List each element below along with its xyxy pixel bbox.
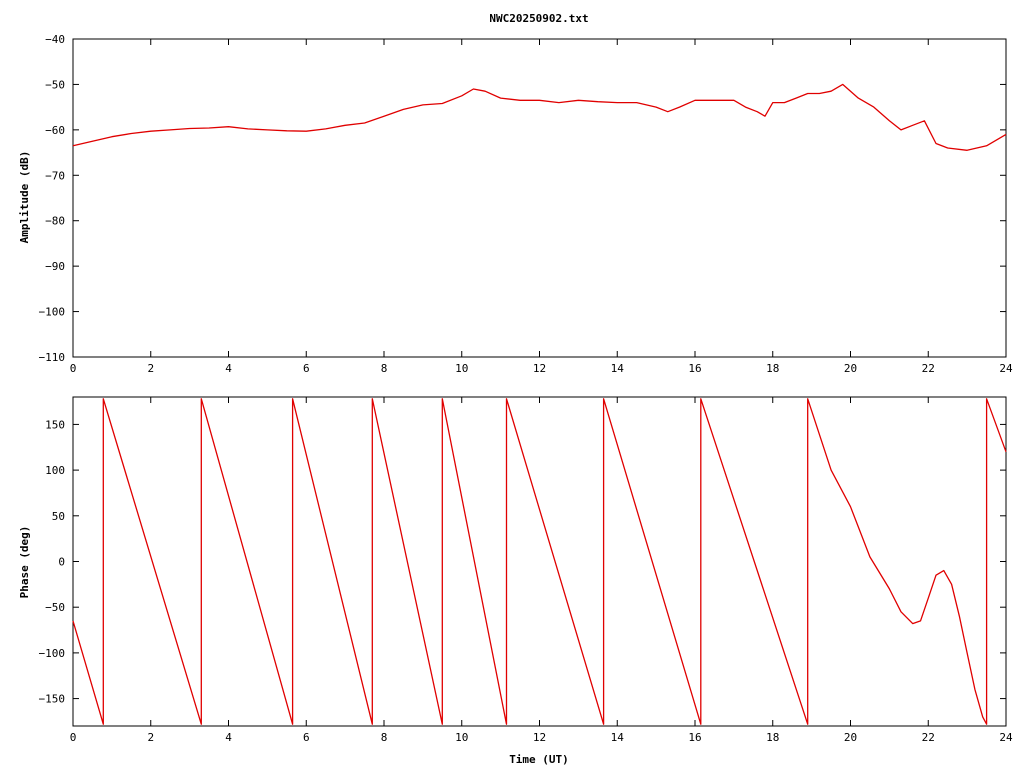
phase-y-tick-label: 50 xyxy=(52,510,65,523)
plot-title: NWC20250902.txt xyxy=(489,12,588,25)
amplitude-x-tick-label: 0 xyxy=(70,362,77,375)
amplitude-x-tick-label: 2 xyxy=(147,362,154,375)
amplitude-y-tick-label: −90 xyxy=(45,260,65,273)
phase-y-tick-label: 150 xyxy=(45,418,65,431)
amplitude-y-tick-label: −60 xyxy=(45,124,65,137)
amplitude-x-tick-label: 22 xyxy=(922,362,935,375)
amplitude-x-tick-label: 14 xyxy=(611,362,625,375)
amplitude-x-tick-label: 8 xyxy=(381,362,388,375)
amplitude-x-tick-label: 16 xyxy=(688,362,701,375)
amplitude-y-tick-label: −80 xyxy=(45,215,65,228)
amplitude-y-tick-label: −70 xyxy=(45,169,65,182)
amplitude-y-tick-label: −40 xyxy=(45,33,65,46)
phase-x-tick-label: 20 xyxy=(844,731,857,744)
phase-x-tick-label: 18 xyxy=(766,731,779,744)
phase-x-tick-label: 4 xyxy=(225,731,232,744)
amplitude-series-line xyxy=(72,83,1007,151)
phase-series-line xyxy=(72,398,1007,725)
phase-y-tick-label: −50 xyxy=(45,601,65,614)
amplitude-y-tick-label: −100 xyxy=(39,306,66,319)
amplitude-x-tick-label: 20 xyxy=(844,362,857,375)
amplitude-y-tick-label: −50 xyxy=(45,78,65,91)
phase-y-axis-label: Phase (deg) xyxy=(18,526,31,599)
phase-x-tick-label: 22 xyxy=(922,731,935,744)
phase-x-tick-label: 8 xyxy=(381,731,388,744)
amplitude-x-tick-label: 18 xyxy=(766,362,779,375)
phase-x-tick-label: 24 xyxy=(999,731,1013,744)
amplitude-x-tick-label: 12 xyxy=(533,362,546,375)
amplitude-y-tick-label: −110 xyxy=(39,351,66,364)
phase-x-tick-label: 14 xyxy=(611,731,625,744)
phase-y-tick-label: 0 xyxy=(58,556,65,569)
amplitude-x-tick-label: 4 xyxy=(225,362,232,375)
time-x-axis-label: Time (UT) xyxy=(509,753,569,766)
phase-x-tick-label: 16 xyxy=(688,731,701,744)
phase-y-tick-label: 100 xyxy=(45,464,65,477)
amplitude-x-tick-label: 6 xyxy=(303,362,310,375)
amplitude-y-axis-label: Amplitude (dB) xyxy=(18,151,31,244)
phase-x-tick-label: 0 xyxy=(70,731,77,744)
amplitude-x-tick-label: 10 xyxy=(455,362,468,375)
amplitude-panel: 0 2 4 6 8 10 12 14 16 18 20 22 24−110−100−90−80−70−6… xyxy=(39,33,1013,375)
phase-x-tick-label: 2 xyxy=(147,731,154,744)
phase-x-tick-label: 12 xyxy=(533,731,546,744)
amplitude-x-tick-label: 24 xyxy=(999,362,1013,375)
phase-y-tick-label: −100 xyxy=(39,647,66,660)
phase-plot-frame xyxy=(72,396,1007,727)
phase-panel: 0 2 4 6 8 10 12 14 16 18 20 22 24−150−100−5005010015… xyxy=(39,396,1013,744)
amplitude-plot-frame xyxy=(72,38,1007,358)
phase-x-tick-label: 10 xyxy=(455,731,468,744)
phase-x-tick-label: 6 xyxy=(303,731,310,744)
phase-y-tick-label: −150 xyxy=(39,693,66,706)
